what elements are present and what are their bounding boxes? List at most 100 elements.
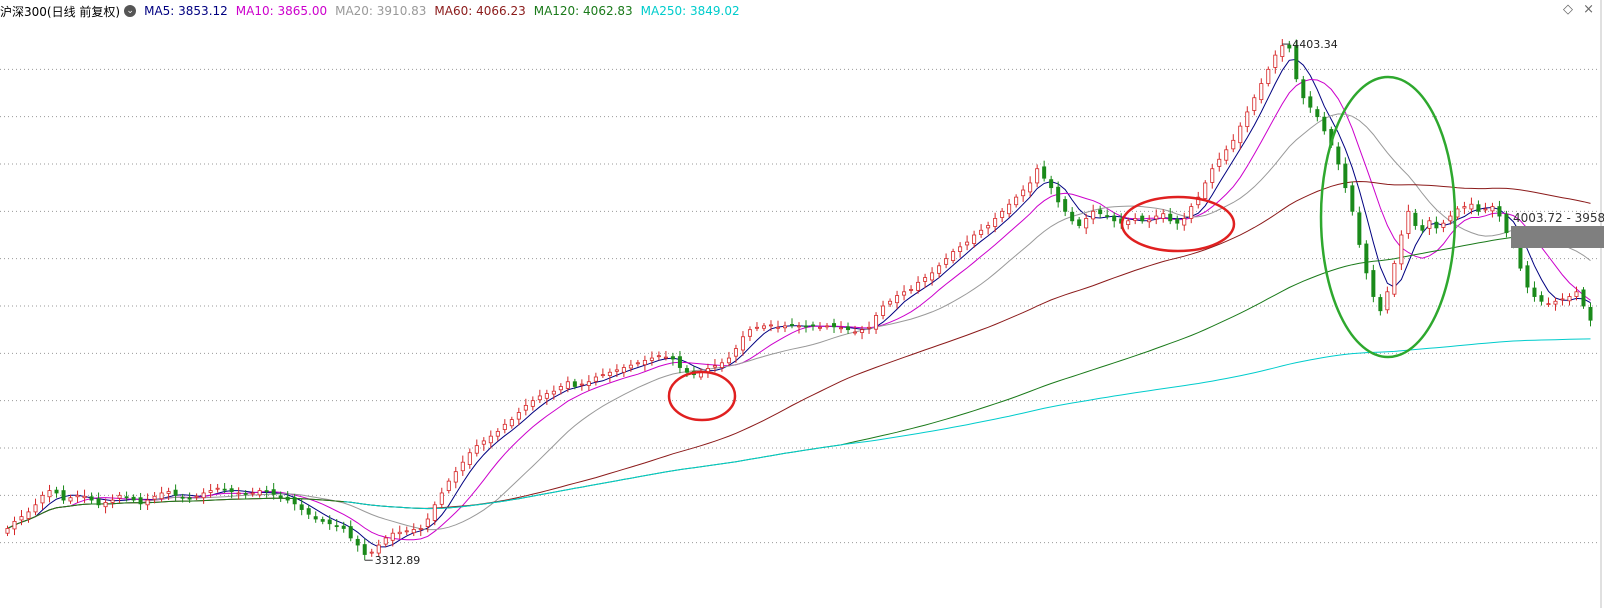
candle-body [1448,215,1453,222]
candle-body [1196,196,1201,206]
candle-body [145,499,150,506]
candle-body [1336,146,1341,165]
candle-body [1049,179,1054,189]
candle-body [40,494,45,504]
highlight-circle-green [1319,75,1457,359]
candle-body [761,325,766,329]
candle-body [180,496,185,499]
candle-body [733,348,738,357]
candle-body [1091,210,1096,220]
candle-body [649,357,654,361]
close-icon[interactable]: × [1583,2,1594,17]
candle-body [684,368,689,373]
candle-body [663,356,668,359]
chevron-down-icon[interactable]: ⌄ [124,5,137,17]
candle-body [306,508,311,515]
candle-body [1140,215,1145,222]
candle-body [1238,125,1243,144]
candle-body [712,365,717,368]
candle-body [1539,295,1544,302]
candle-body [747,329,752,337]
candle-body [467,452,472,465]
candle-body [439,492,444,505]
candle-body [1035,168,1040,184]
ma-line-ma10 [7,78,1591,541]
candle-body [740,336,745,351]
candle-body [131,496,136,501]
candle-body [194,495,199,498]
candle-body [1350,185,1355,212]
moving-average-lines [7,58,1591,548]
candle-body [138,497,143,505]
candle-body [1294,45,1299,80]
candle-body [958,246,963,252]
candle-body [565,381,570,389]
candle-body [642,360,647,366]
candle-body [1322,116,1327,132]
candle-body [1133,218,1138,221]
candle-body [313,516,318,520]
candle-body [1175,218,1180,224]
candle-body [1399,234,1404,265]
candle-body [860,329,865,333]
legend-ma20: MA20: 3910.83 [335,4,427,18]
candle-body [1490,206,1495,212]
candle-body [1231,139,1236,150]
candle-body [1280,45,1285,57]
candle-body [1161,213,1166,219]
candle-body [110,499,115,503]
candle-body [117,494,122,499]
candle-body [853,331,858,334]
candle-body [1483,208,1488,211]
candle-body [425,518,430,527]
legend-ma120: MA120: 4062.83 [533,4,633,18]
candle-body [334,525,339,528]
candle-body [1203,182,1208,199]
candle-body [418,528,423,530]
candle-body [572,381,577,387]
candle-body [89,496,94,501]
candle-body [1301,79,1306,99]
candle-body [1364,243,1369,274]
candle-body [355,538,360,546]
candle-body [523,404,528,411]
candle-body [1553,300,1558,305]
ma-line-ma60 [7,180,1591,529]
candle-body [271,489,276,495]
candle-body [1084,218,1089,229]
candle-body [635,362,640,365]
candle-body [229,488,234,492]
diamond-icon[interactable]: ◇ [1562,2,1573,17]
candle-body [1343,163,1348,189]
high-label: 4403.34 [1292,38,1338,51]
candle-body [558,386,563,391]
candle-body [257,490,262,496]
ma-legend: 沪深300(日线 前复权) ⌄ MA5: 3853.12 MA10: 3865.… [0,2,748,20]
candle-body [895,295,900,304]
candle-body [1455,208,1460,218]
candle-body [390,532,395,541]
candle-body [19,516,24,521]
candle-body [1154,215,1159,220]
candle-body [152,495,157,500]
candle-body [551,390,556,395]
candle-body [460,461,465,472]
candles [5,39,1593,561]
candle-body [726,357,731,364]
candle-body [103,502,108,508]
candle-body [124,496,129,499]
candle-body [677,356,682,368]
candle-body [264,490,269,493]
candle-body [1581,289,1586,307]
candle-body [96,498,101,506]
candle-body [1574,291,1579,297]
candle-body [75,494,80,498]
candle-body [397,531,402,535]
candle-body [488,435,493,444]
candle-body [832,323,837,328]
legend-ma250: MA250: 3849.02 [640,4,740,18]
candle-body [348,526,353,539]
candle-body [530,400,535,407]
